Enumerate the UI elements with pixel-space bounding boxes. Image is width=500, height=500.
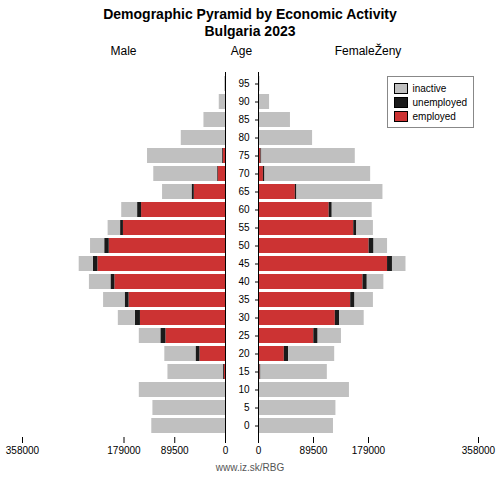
svg-text:55: 55 [238,222,250,233]
html-text:FemaleŽeny: FemaleŽeny [334,44,402,58]
svg-text:25: 25 [238,330,250,341]
svg-text:70: 70 [238,168,250,179]
svg-text:40: 40 [238,276,250,287]
svg-text:358000: 358000 [6,445,40,456]
svg-text:35: 35 [238,294,250,305]
svg-text:10: 10 [238,384,250,395]
svg-text:20: 20 [238,348,250,359]
svg-text:80: 80 [238,132,250,143]
html-text:inactive: inactive [412,82,447,94]
svg-text:85: 85 [238,114,250,125]
svg-text:15: 15 [238,366,250,377]
svg-text:60: 60 [238,204,250,215]
svg-text:75: 75 [238,150,250,161]
svg-text:89500: 89500 [300,445,328,456]
svg-text:0: 0 [223,445,229,456]
html-text:Male: Male [110,44,137,58]
svg-text:179000: 179000 [107,445,141,456]
html-text:unemployed: unemployed [412,96,467,108]
html-text:Demographic Pyramid by Economi: Demographic Pyramid by Economic Activity… [103,6,397,39]
html-text:employed: employed [412,110,456,122]
svg-text:65: 65 [238,186,250,197]
svg-text:179000: 179000 [352,445,386,456]
svg-text:90: 90 [238,96,250,107]
svg-text:0: 0 [256,445,262,456]
svg-text:0: 0 [244,420,250,431]
svg-text:358000: 358000 [462,445,496,456]
svg-text:45: 45 [238,258,250,269]
svg-text:5: 5 [244,402,250,413]
html-text:www.iz.sk/RBG: www.iz.sk/RBG [215,462,285,473]
svg-text:89500: 89500 [161,445,189,456]
svg-text:30: 30 [238,312,250,323]
html-text:Age: Age [230,44,253,58]
svg-text:95: 95 [238,78,250,89]
svg-text:50: 50 [238,240,250,251]
